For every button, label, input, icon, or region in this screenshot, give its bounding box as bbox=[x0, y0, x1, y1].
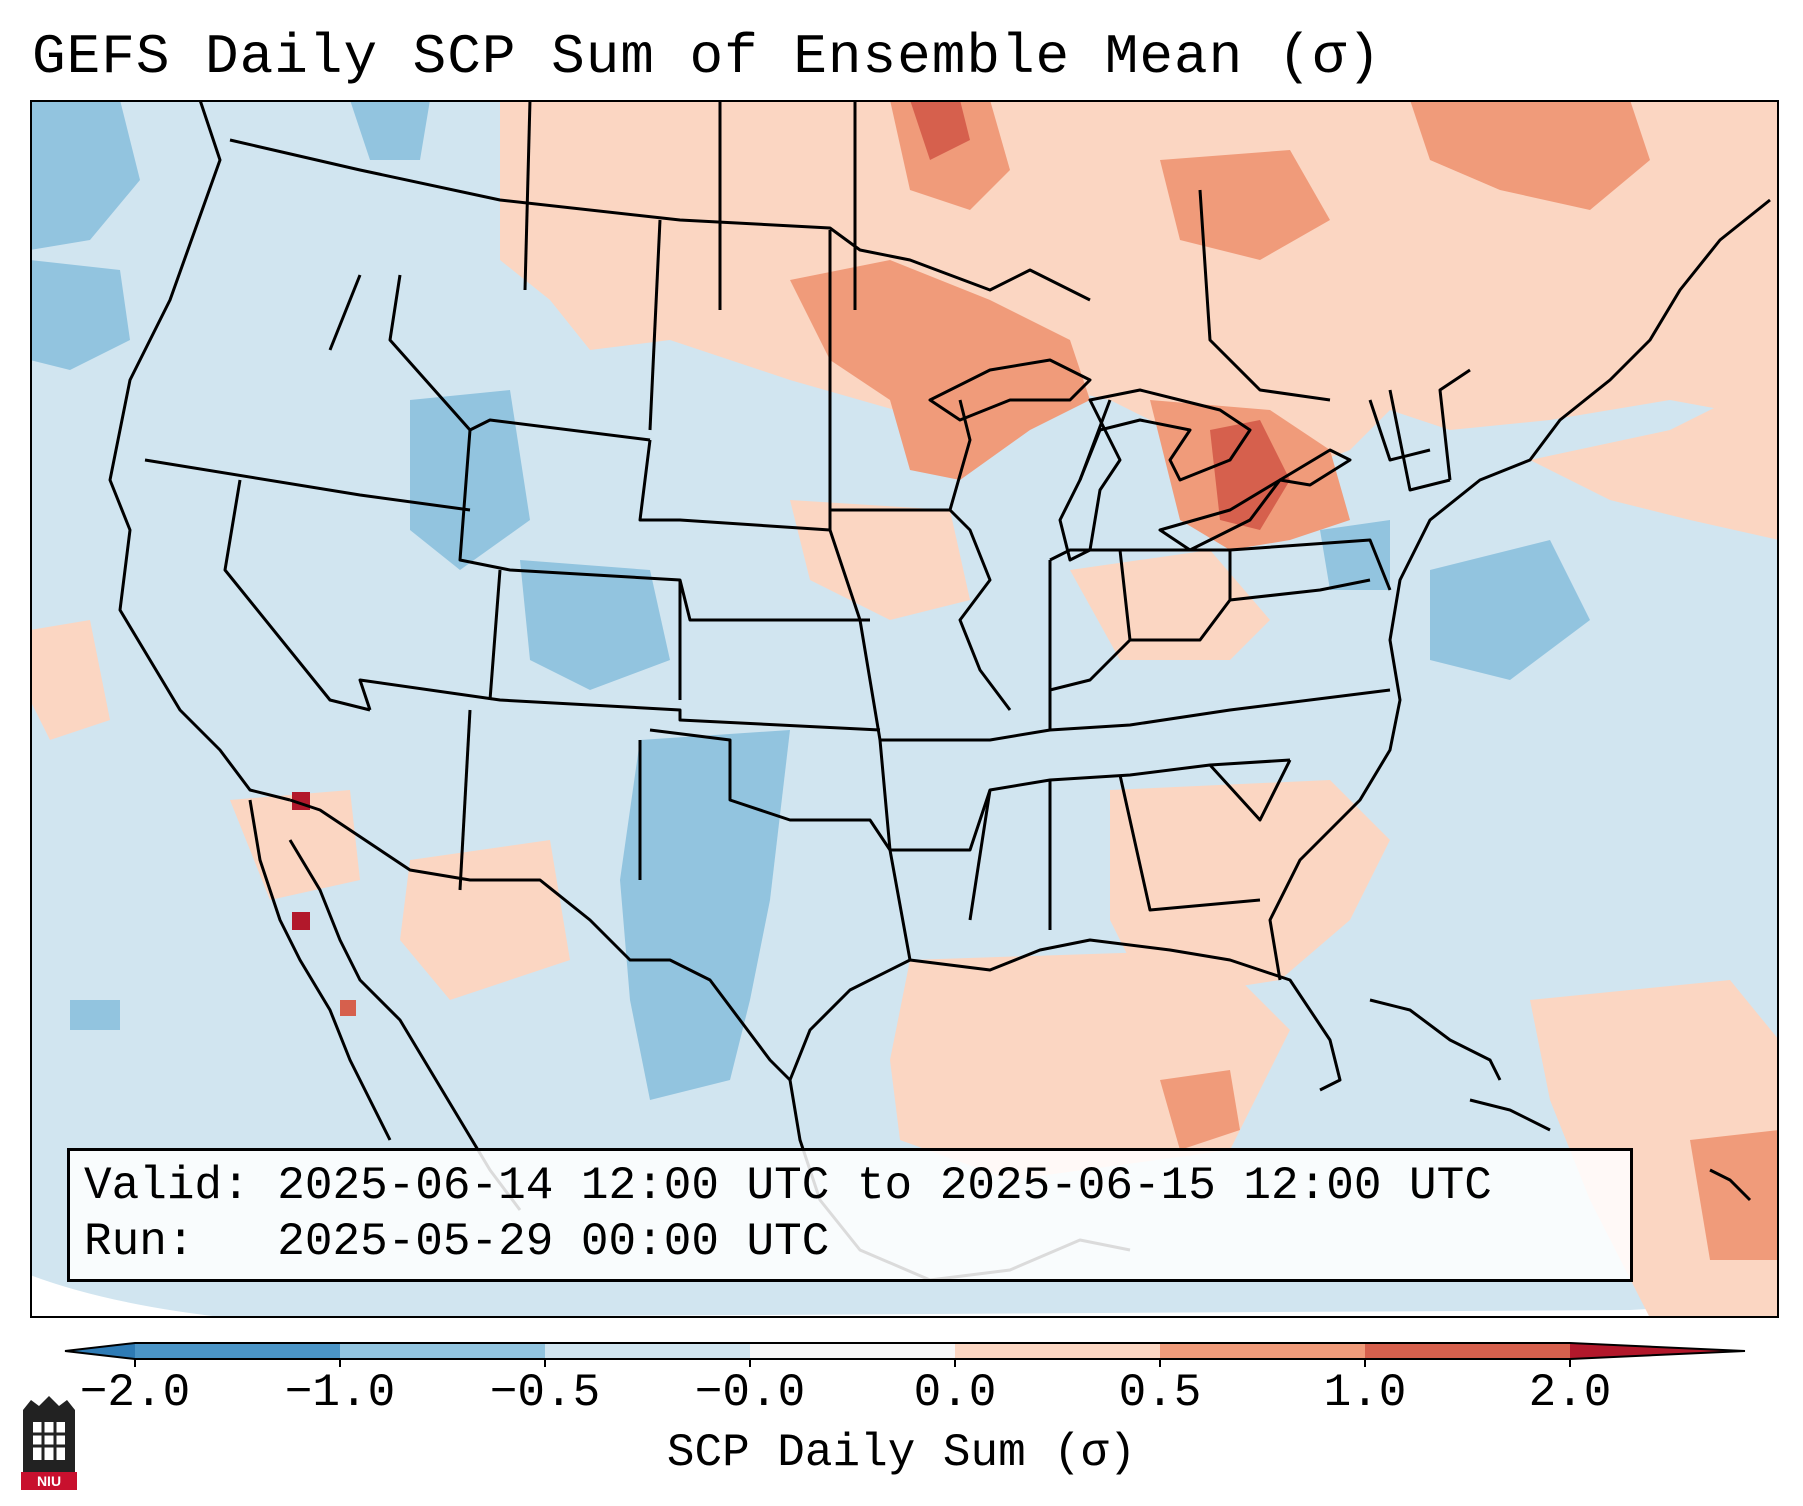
validity-info-box: Valid: 2025-06-14 12:00 UTC to 2025-06-1… bbox=[67, 1148, 1633, 1282]
map-panel[interactable] bbox=[30, 100, 1779, 1318]
colorbar-tick-label: −0.5 bbox=[489, 1367, 601, 1419]
colorbar-tick-label: −1.0 bbox=[284, 1367, 396, 1419]
colorbar-segment bbox=[1365, 1343, 1570, 1359]
valid-label: Valid: bbox=[84, 1160, 250, 1212]
colorbar bbox=[64, 1342, 1746, 1367]
colorbar-tick-label: 2.0 bbox=[1528, 1367, 1612, 1419]
figure-title: GEFS Daily SCP Sum of Ensemble Mean (σ) bbox=[32, 25, 1382, 89]
colorbar-label: SCP Daily Sum (σ) bbox=[666, 1427, 1137, 1479]
colorbar-segments bbox=[64, 1342, 1746, 1360]
colorbar-segment bbox=[750, 1343, 955, 1359]
colorbar-segment bbox=[135, 1343, 340, 1359]
boundary-lines bbox=[108, 100, 1771, 1282]
anomaly-field bbox=[30, 100, 1779, 1318]
colorbar-tick-label: −0.0 bbox=[694, 1367, 806, 1419]
run-label: Run: bbox=[84, 1216, 195, 1268]
run-row: Run: 2025-05-29 00:00 UTC bbox=[84, 1215, 1618, 1271]
colorbar-extend-high bbox=[1570, 1343, 1745, 1359]
colorbar-extend-low bbox=[65, 1343, 135, 1359]
scp-map bbox=[30, 100, 1779, 1318]
colorbar-tick-label: 0.0 bbox=[913, 1367, 997, 1419]
colorbar-segment bbox=[955, 1343, 1160, 1359]
colorbar-tick-label: 0.5 bbox=[1118, 1367, 1202, 1419]
colorbar-segment bbox=[1160, 1343, 1365, 1359]
valid-row: Valid: 2025-06-14 12:00 UTC to 2025-06-1… bbox=[84, 1159, 1618, 1215]
niu-logo: NIU bbox=[21, 1396, 77, 1490]
colorbar-segment bbox=[340, 1343, 545, 1359]
valid-value: 2025-06-14 12:00 UTC to 2025-06-15 12:00… bbox=[277, 1160, 1492, 1212]
caribbean-outline bbox=[1369, 998, 1752, 1202]
colorbar-segment bbox=[545, 1343, 750, 1359]
run-value: 2025-05-29 00:00 UTC bbox=[277, 1216, 830, 1268]
svg-text:NIU: NIU bbox=[37, 1473, 61, 1489]
colorbar-tick-label: −2.0 bbox=[79, 1367, 191, 1419]
colorbar-tick-label: 1.0 bbox=[1323, 1367, 1407, 1419]
colorbar-ticks bbox=[134, 1359, 1571, 1367]
